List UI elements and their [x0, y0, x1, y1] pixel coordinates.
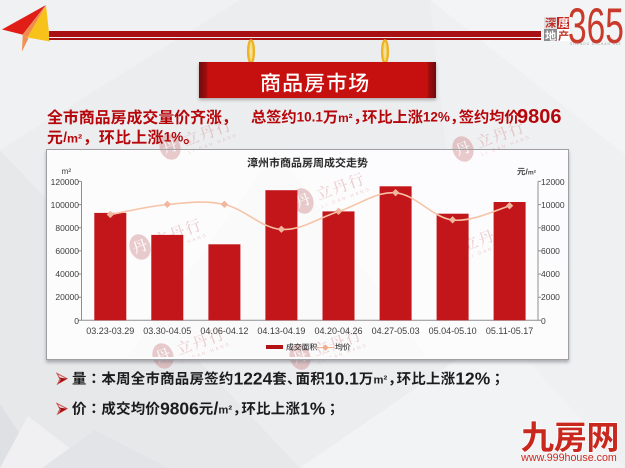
svg-text:m²: m²: [218, 405, 232, 417]
svg-text:12%: 12%: [422, 109, 449, 124]
svg-text:/: /: [525, 167, 528, 176]
svg-text:1%: 1%: [164, 129, 184, 144]
svg-text:m²: m²: [338, 111, 353, 125]
svg-text:m²: m²: [374, 374, 388, 386]
svg-text:9806: 9806: [517, 106, 562, 128]
svg-text:m²: m²: [527, 169, 536, 176]
svg-text:1224: 1224: [234, 371, 273, 388]
svg-text:10.1: 10.1: [325, 371, 359, 388]
svg-text:/: /: [214, 401, 219, 418]
svg-text:m²: m²: [67, 131, 82, 145]
svg-text:10.1: 10.1: [296, 109, 323, 124]
svg-text:12%: 12%: [455, 371, 490, 388]
svg-text:/: /: [63, 129, 67, 144]
svg-text:9806: 9806: [160, 401, 199, 418]
svg-text:1%: 1%: [300, 401, 325, 418]
